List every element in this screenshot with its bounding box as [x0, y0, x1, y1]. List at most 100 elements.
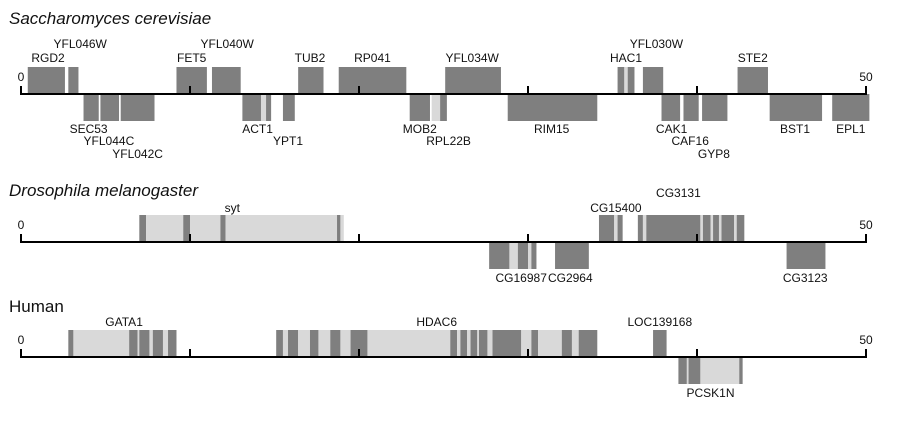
exon-segment [492, 330, 522, 357]
gene-ypt1: YPT1 [273, 94, 303, 148]
gene-label: syt [225, 201, 241, 215]
gene-gyp8: GYP8 [698, 94, 730, 161]
gene-label: CG3131 [656, 186, 701, 200]
exon-segment [282, 330, 289, 357]
exon-segment [700, 357, 740, 384]
gene-cg3123: CG3123 [783, 242, 828, 285]
exon-segment [457, 330, 461, 357]
gene-label: CG16987 [496, 271, 548, 285]
gene-bst1: BST1 [769, 94, 823, 136]
exon-segment [152, 330, 163, 357]
exon-segment [68, 67, 79, 94]
exon-segment [298, 67, 324, 94]
exon-segment [688, 357, 701, 384]
gene-rgd2: RGD2 [27, 51, 65, 94]
track-title: Saccharomyces cerevisiae [9, 9, 211, 28]
track-title: Drosophila melanogaster [9, 181, 199, 200]
exon-segment [614, 215, 618, 242]
exon-segment [617, 215, 623, 242]
gene-label: SEC53 [70, 122, 108, 136]
gene-rp041: RP041 [338, 51, 407, 94]
gene-label: YPT1 [273, 134, 303, 148]
gene-label: PCSK1N [686, 386, 734, 400]
exon-segment [137, 330, 140, 357]
gene-label: RIM15 [534, 122, 570, 136]
exon-segment [350, 330, 368, 357]
gene-cg3131: CG3131 [637, 186, 745, 242]
exon-segment [276, 330, 283, 357]
exon-segment [27, 67, 65, 94]
gene-label: TUB2 [295, 51, 326, 65]
gene-tub2: TUB2 [295, 51, 326, 94]
exon-segment [73, 330, 130, 357]
gene-label: GYP8 [698, 147, 730, 161]
axis-tick-label: 0 [18, 70, 25, 84]
exon-segment [477, 330, 479, 357]
gene-label: CG3123 [783, 271, 828, 285]
gene-syt: syt [139, 201, 344, 242]
exon-segment [702, 94, 728, 121]
exon-segment [100, 94, 120, 121]
exon-segment [220, 215, 226, 242]
gene-label: YFL046W [54, 37, 108, 51]
gene-label: ACT1 [242, 122, 273, 136]
gene-label: YFL044C [84, 134, 135, 148]
exon-segment [190, 215, 221, 242]
exon-segment [686, 357, 689, 384]
exon-segment [225, 215, 338, 242]
exon-segment [739, 357, 743, 384]
gene-yfl042c: YFL042C [112, 94, 163, 161]
exon-segment [721, 215, 735, 242]
exon-segment [478, 330, 488, 357]
exon-segment [661, 94, 681, 121]
exon-segment [571, 330, 579, 357]
exon-segment [710, 215, 714, 242]
exon-segment [340, 330, 351, 357]
exon-segment [367, 330, 451, 357]
exon-segment [282, 94, 295, 121]
axis-tick-label: 50 [859, 218, 873, 232]
exon-segment [653, 330, 667, 357]
gene-label: HDAC6 [416, 315, 457, 329]
exon-segment [718, 215, 722, 242]
exon-segment [266, 94, 272, 121]
exon-segment [340, 215, 344, 242]
exon-segment [700, 215, 703, 242]
gene-loc139168: LOC139168 [627, 315, 692, 357]
exon-segment [734, 215, 737, 242]
exon-segment [318, 330, 331, 357]
exon-segment [627, 67, 635, 94]
gene-cg2964: CG2964 [548, 242, 593, 285]
exon-segment [769, 94, 823, 121]
gene-rim15: RIM15 [507, 94, 598, 136]
gene-label: CG15400 [590, 201, 642, 215]
track-0: Saccharomyces cerevisiaeRGD2YFL046WFET5Y… [9, 9, 873, 161]
exon-segment [162, 330, 169, 357]
exon-segment [460, 330, 468, 357]
gene-caf16: CAF16 [672, 94, 709, 148]
exon-segment [176, 67, 207, 94]
exon-segment [624, 67, 628, 94]
exon-segment [83, 94, 99, 121]
gene-label: RPL22B [426, 134, 471, 148]
exon-segment [168, 330, 177, 357]
exon-segment [445, 67, 501, 94]
exon-segment [337, 215, 341, 242]
gene-label: MOB2 [403, 122, 437, 136]
gene-cak1: CAK1 [656, 94, 688, 136]
gene-label: RGD2 [31, 51, 65, 65]
exon-segment [146, 215, 184, 242]
exon-segment [678, 357, 687, 384]
exon-segment [736, 215, 745, 242]
gene-label: STE2 [738, 51, 768, 65]
exon-segment [211, 67, 241, 94]
gene-cg15400: CG15400 [590, 201, 642, 242]
exon-segment [555, 242, 589, 269]
gene-hdac6: HDAC6 [276, 315, 598, 357]
axis-tick-label: 0 [18, 218, 25, 232]
exon-segment [139, 330, 150, 357]
exon-segment [467, 330, 471, 357]
gene-act1: ACT1 [242, 94, 273, 136]
gene-hac1: HAC1 [610, 51, 642, 94]
